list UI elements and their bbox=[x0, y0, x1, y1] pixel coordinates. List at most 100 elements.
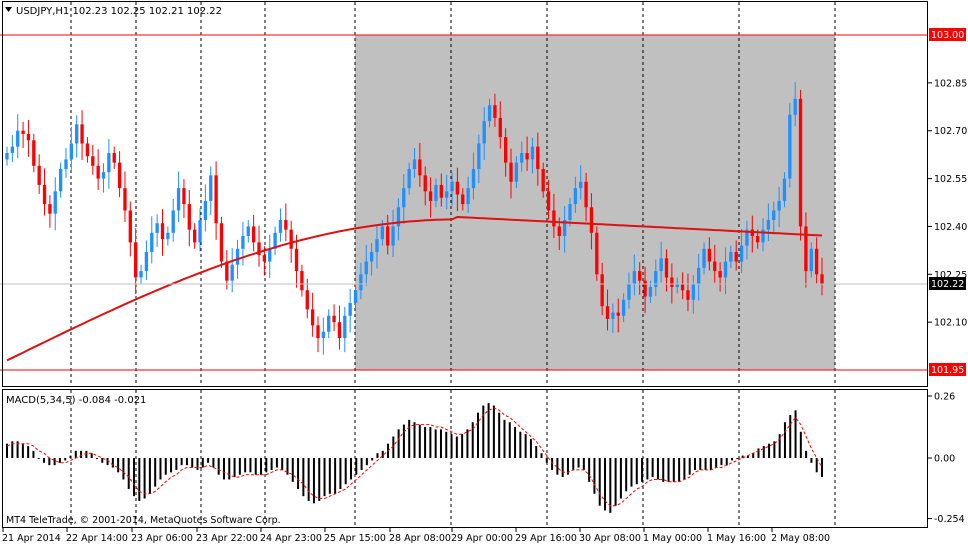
candle-body bbox=[391, 226, 395, 246]
macd-bar bbox=[514, 427, 517, 458]
macd-bar bbox=[74, 450, 77, 458]
macd-bar bbox=[656, 458, 659, 480]
candle-body bbox=[573, 188, 578, 205]
candle-body bbox=[21, 130, 25, 134]
candle-body bbox=[187, 204, 191, 230]
candle-body bbox=[139, 271, 143, 278]
macd-bar bbox=[297, 458, 300, 489]
copyright-text: MT4 TeleTrade, © 2001-2014, MetaQuotes S… bbox=[6, 515, 281, 526]
macd-bar bbox=[445, 431, 448, 458]
candle-body bbox=[369, 251, 374, 262]
macd-bar bbox=[106, 458, 109, 466]
highlighted-range[interactable] bbox=[355, 35, 835, 370]
macd-bar bbox=[805, 450, 808, 458]
candle-body bbox=[150, 232, 154, 252]
macd-bar bbox=[688, 458, 691, 475]
macd-bar bbox=[556, 458, 559, 475]
macd-bar bbox=[519, 431, 522, 458]
candle-body bbox=[310, 309, 315, 326]
macd-bar bbox=[529, 438, 532, 458]
dropdown-triangle-icon[interactable] bbox=[5, 7, 12, 12]
candle-body bbox=[203, 200, 208, 221]
macd-bar bbox=[810, 458, 813, 463]
macd-bar bbox=[508, 422, 511, 458]
candle-body bbox=[638, 271, 642, 281]
time-tick-label: 30 Apr 08:00 bbox=[579, 533, 641, 544]
candle-body bbox=[101, 172, 106, 179]
macd-bar bbox=[498, 412, 501, 458]
macd-bar bbox=[746, 455, 749, 458]
macd-tick-label: -0.254 bbox=[934, 514, 965, 525]
candle-body bbox=[627, 283, 631, 300]
macd-bar bbox=[111, 458, 114, 468]
macd-bar bbox=[821, 458, 823, 478]
candle-body bbox=[364, 261, 368, 275]
candle-body bbox=[557, 226, 561, 236]
macd-bar bbox=[260, 458, 263, 475]
macd-bar bbox=[487, 403, 490, 458]
lower-level-label: 101.95 bbox=[929, 363, 966, 376]
macd-bar bbox=[365, 458, 368, 466]
candle-body bbox=[632, 271, 636, 284]
time-tick-label: 1 May 16:00 bbox=[707, 533, 766, 544]
candle-body bbox=[552, 210, 556, 227]
macd-bar bbox=[95, 458, 98, 459]
macd-bar bbox=[164, 458, 167, 475]
candle-body bbox=[69, 143, 74, 160]
chart-header: USDJPY,H1 102.23 102.25 102.21 102.22 bbox=[5, 6, 222, 17]
macd-bar bbox=[646, 458, 649, 480]
macd-bar bbox=[371, 458, 374, 461]
candle-body bbox=[680, 283, 685, 291]
macd-bar bbox=[757, 448, 760, 458]
time-tick-label: 22 Apr 14:00 bbox=[66, 533, 128, 544]
candle-body bbox=[337, 322, 342, 339]
macd-bar bbox=[376, 453, 379, 458]
macd-bar bbox=[212, 458, 215, 468]
current-price-label: 102.22 bbox=[929, 277, 966, 290]
time-tick-label: 25 Apr 15:00 bbox=[324, 533, 386, 544]
candle-body bbox=[804, 226, 808, 272]
candle-body bbox=[487, 105, 492, 122]
macd-bar bbox=[180, 458, 183, 466]
time-tick-label: 29 Apr 00:00 bbox=[451, 533, 513, 544]
macd-bar bbox=[122, 458, 125, 480]
macd-panel-frame bbox=[2, 389, 928, 528]
moving-average-line bbox=[6, 215, 823, 362]
candle-body bbox=[814, 248, 819, 275]
candle-body bbox=[745, 229, 749, 246]
macd-bar bbox=[402, 424, 405, 458]
candle-body bbox=[251, 226, 256, 243]
macd-tick-label: 0.00 bbox=[934, 454, 955, 465]
macd-bar bbox=[450, 434, 453, 458]
macd-bar bbox=[328, 458, 331, 494]
macd-bar bbox=[339, 458, 342, 489]
macd-bar bbox=[672, 458, 675, 482]
macd-bar bbox=[323, 458, 326, 497]
candle-body bbox=[707, 248, 712, 262]
macd-bar bbox=[768, 443, 771, 458]
macd-bar bbox=[715, 458, 718, 468]
macd-bar bbox=[27, 446, 30, 458]
macd-bar bbox=[207, 458, 210, 463]
macd-bar bbox=[318, 458, 321, 501]
macd-bar bbox=[349, 458, 352, 480]
candle-body bbox=[273, 232, 277, 249]
macd-bar bbox=[783, 422, 786, 458]
time-axis: 21 Apr 2014 22 Apr 14:00 23 Apr 06:00 23 Ap… bbox=[2, 528, 830, 544]
macd-bar bbox=[191, 458, 194, 468]
candle-body bbox=[128, 210, 132, 243]
candle-body bbox=[439, 184, 443, 198]
candle-body bbox=[289, 229, 293, 249]
macd-bar bbox=[381, 450, 384, 458]
macd-bar bbox=[503, 419, 506, 458]
macd-bar bbox=[217, 458, 220, 475]
time-tick-label: 29 Apr 16:00 bbox=[515, 533, 577, 544]
candle-body bbox=[225, 261, 229, 281]
candle-body bbox=[428, 191, 433, 201]
macd-bar bbox=[577, 458, 580, 468]
candle-body bbox=[482, 121, 486, 144]
macd-bar bbox=[302, 458, 305, 497]
macd-bar bbox=[704, 458, 707, 470]
macd-bar bbox=[736, 458, 739, 459]
